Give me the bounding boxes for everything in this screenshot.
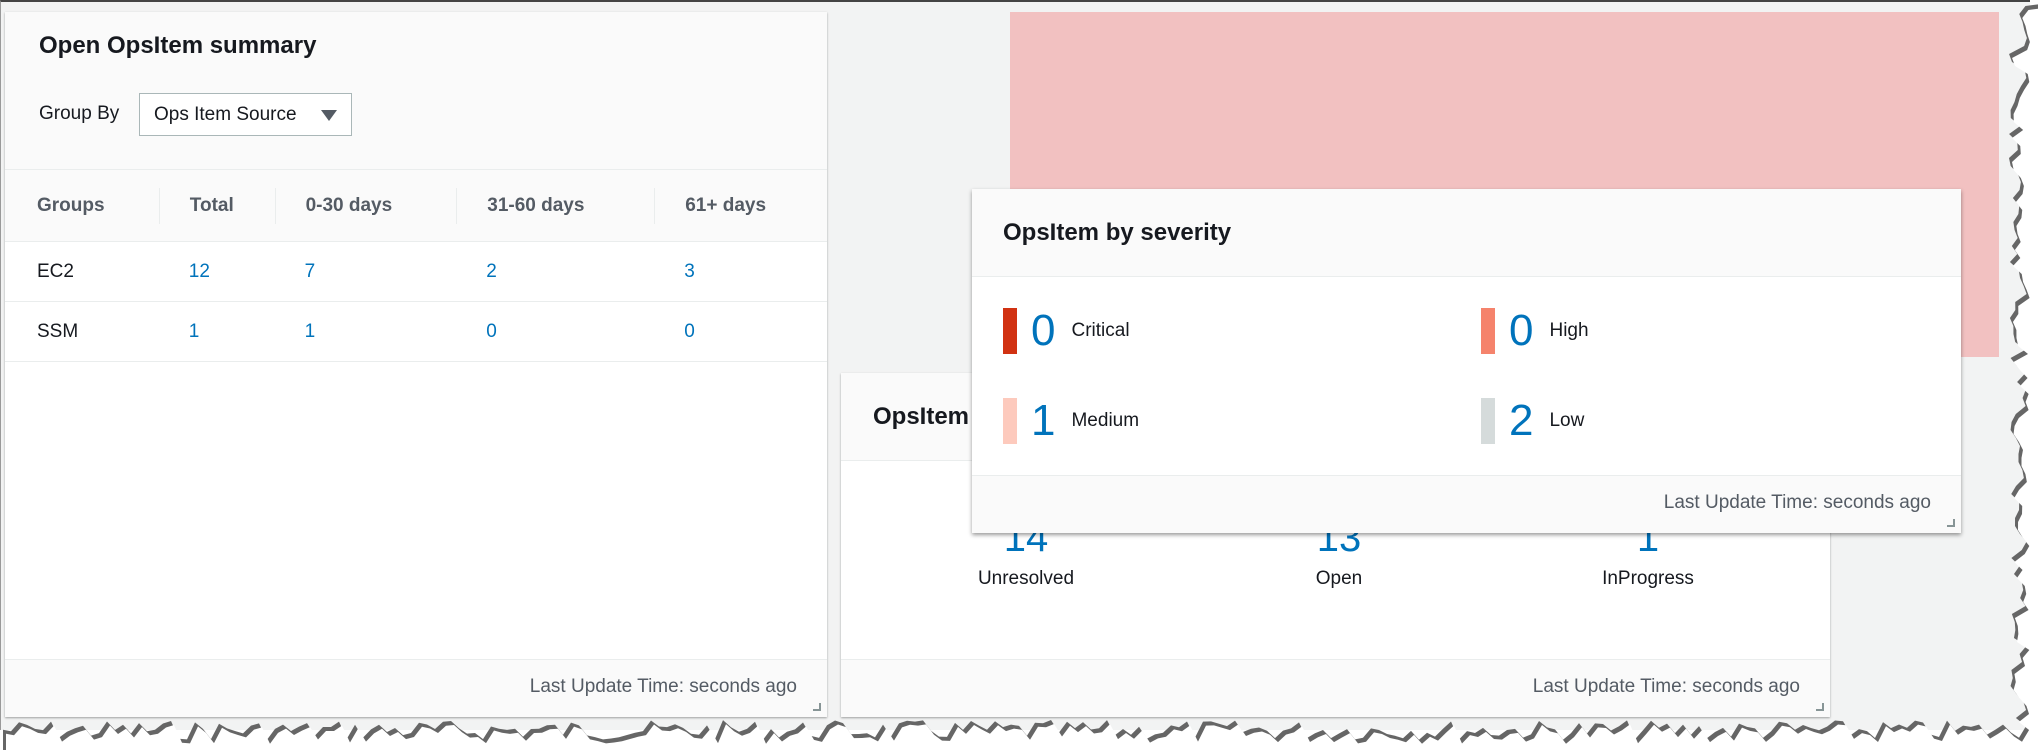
dashboard-canvas: Open OpsItem summary Group By Ops Item S… [0,0,2030,730]
count-link[interactable]: 7 [274,241,457,302]
group-cell: EC2 [5,241,159,302]
severity-critical: 0 Critical [1003,306,1130,355]
severity-count[interactable]: 1 [1031,396,1056,445]
resize-handle-icon[interactable] [1816,703,1824,711]
widget-footer: Last Update Time: seconds ago [5,659,827,717]
column-header[interactable]: 0-30 days [274,187,457,224]
severity-count[interactable]: 0 [1031,306,1056,355]
last-update-time: Last Update Time: seconds ago [529,676,797,697]
last-update-time: Last Update Time: seconds ago [1532,676,1800,697]
count-link[interactable]: 0 [456,301,655,362]
widget-header[interactable]: OpsItem by severity [972,189,1961,277]
severity-count[interactable]: 0 [1509,306,1534,355]
caret-down-icon [321,110,337,121]
widget-title: Open OpsItem summary [39,32,317,59]
group-by-value: Ops Item Source [154,104,297,125]
resize-handle-icon[interactable] [1947,519,1955,527]
severity-low: 2 Low [1481,396,1585,445]
summary-table: Groups Total 0-30 days 31-60 days 61+ da… [5,169,827,362]
group-by-label: Group By [39,103,120,124]
count-link[interactable]: 1 [274,301,457,362]
widget-footer: Last Update Time: seconds ago [972,475,1961,533]
table-row: SSM 1 1 0 0 [5,301,827,362]
widget-title: OpsItem by severity [1003,219,1232,246]
severity-color-bar [1003,398,1017,444]
group-cell: SSM [5,301,159,362]
count-link[interactable]: 0 [654,301,827,362]
stat-label: InProgress [1602,568,1694,589]
severity-label: High [1549,320,1589,341]
column-header[interactable]: Total [158,187,275,224]
group-by-dropdown[interactable]: Ops Item Source [139,93,352,136]
open-opsitem-summary-widget: Open OpsItem summary Group By Ops Item S… [5,12,827,717]
widget-title: OpsItem [873,403,970,430]
count-link[interactable]: 1 [158,301,275,362]
column-header[interactable]: 61+ days [654,187,827,224]
resize-handle-icon[interactable] [813,703,821,711]
severity-color-bar [1481,398,1495,444]
column-header[interactable]: 31-60 days [456,187,654,224]
stat-label: Unresolved [977,568,1075,589]
count-link[interactable]: 2 [456,241,655,302]
severity-label: Critical [1071,320,1130,341]
opsitem-by-severity-widget[interactable]: OpsItem by severity 0 Critical 0 High 1 … [972,189,1961,533]
table-row: EC2 12 7 2 3 [5,241,827,302]
severity-label: Low [1549,410,1585,431]
severity-color-bar [1003,308,1017,354]
count-link[interactable]: 12 [158,241,275,302]
stat-label: Open [1315,568,1363,589]
severity-high: 0 High [1481,306,1589,355]
severity-label: Medium [1071,410,1140,431]
widget-header: Open OpsItem summary Group By Ops Item S… [5,12,827,169]
severity-count[interactable]: 2 [1509,396,1534,445]
column-header[interactable]: Groups [37,194,105,216]
count-link[interactable]: 3 [654,241,827,302]
severity-color-bar [1481,308,1495,354]
widget-footer: Last Update Time: seconds ago [841,659,1830,717]
severity-medium: 1 Medium [1003,396,1140,445]
last-update-time: Last Update Time: seconds ago [1663,492,1931,513]
